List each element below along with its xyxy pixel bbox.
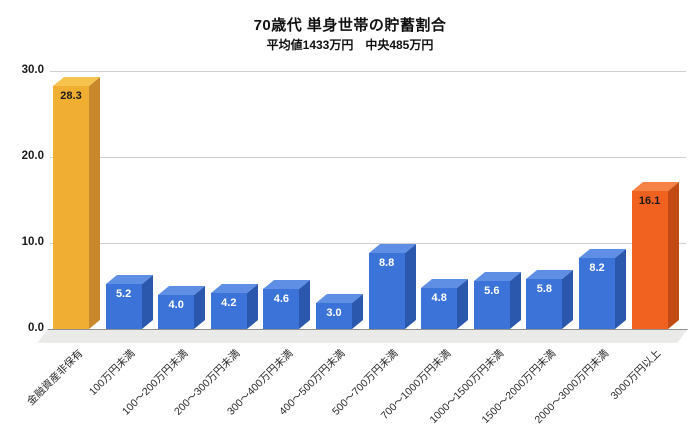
bar-front-face: [210, 292, 247, 329]
bar-front-face: [105, 284, 142, 329]
bar-front-face: [263, 289, 300, 329]
bar-value-label: 8.8: [378, 257, 395, 270]
bar-side-face: [141, 275, 153, 329]
bar-front-face: [316, 303, 352, 329]
bar-front-face: [526, 279, 563, 329]
x-axis-category-label: 100万円未満: [86, 347, 138, 398]
bar-front-face: [631, 190, 668, 329]
chart-title: 70歳代 単身世帯の貯蓄割合: [253, 17, 447, 34]
y-axis-tick-label: 30.0: [21, 64, 44, 76]
bar-value-label: 5.2: [115, 288, 132, 301]
bar-value-label: 4.2: [221, 296, 237, 309]
gridline: [50, 157, 686, 158]
y-axis-tick-label: 20.0: [21, 150, 44, 162]
y-axis-tick-label: 10.0: [21, 236, 44, 248]
gridline: [50, 243, 686, 244]
bar-value-label: 5.8: [536, 283, 553, 296]
y-axis-tick-label: 0.0: [28, 322, 44, 334]
bar-value-label: 8.2: [589, 262, 605, 275]
bar-side-face: [562, 270, 574, 329]
bar-value-label: 16.1: [638, 194, 661, 207]
bar-front-face: [579, 258, 615, 329]
bar-front-face: [368, 253, 405, 329]
bar-front-face: [421, 287, 458, 329]
bar-value-label: 4.6: [273, 293, 290, 306]
x-axis-category-label: 3000万円以上: [608, 347, 664, 403]
chart-floor: [37, 329, 688, 343]
bar-front-face: [158, 294, 195, 329]
bar-value-label: 3.0: [326, 307, 342, 320]
bar-front-face: [53, 85, 89, 329]
gridline: [50, 71, 686, 72]
bar-side-face: [509, 271, 521, 329]
bar-value-label: 4.0: [168, 298, 184, 311]
bar-side-face: [89, 76, 100, 329]
bar-value-label: 5.6: [484, 284, 500, 297]
chart-subtitle: 平均値1433万円 中央485万円: [266, 38, 434, 52]
bar-value-label: 4.8: [431, 291, 447, 304]
bar-front-face: [473, 280, 510, 329]
x-axis-category-label: 金融資産非保有: [24, 347, 85, 408]
bar-side-face: [615, 249, 626, 329]
bar-value-label: 28.3: [60, 89, 82, 102]
